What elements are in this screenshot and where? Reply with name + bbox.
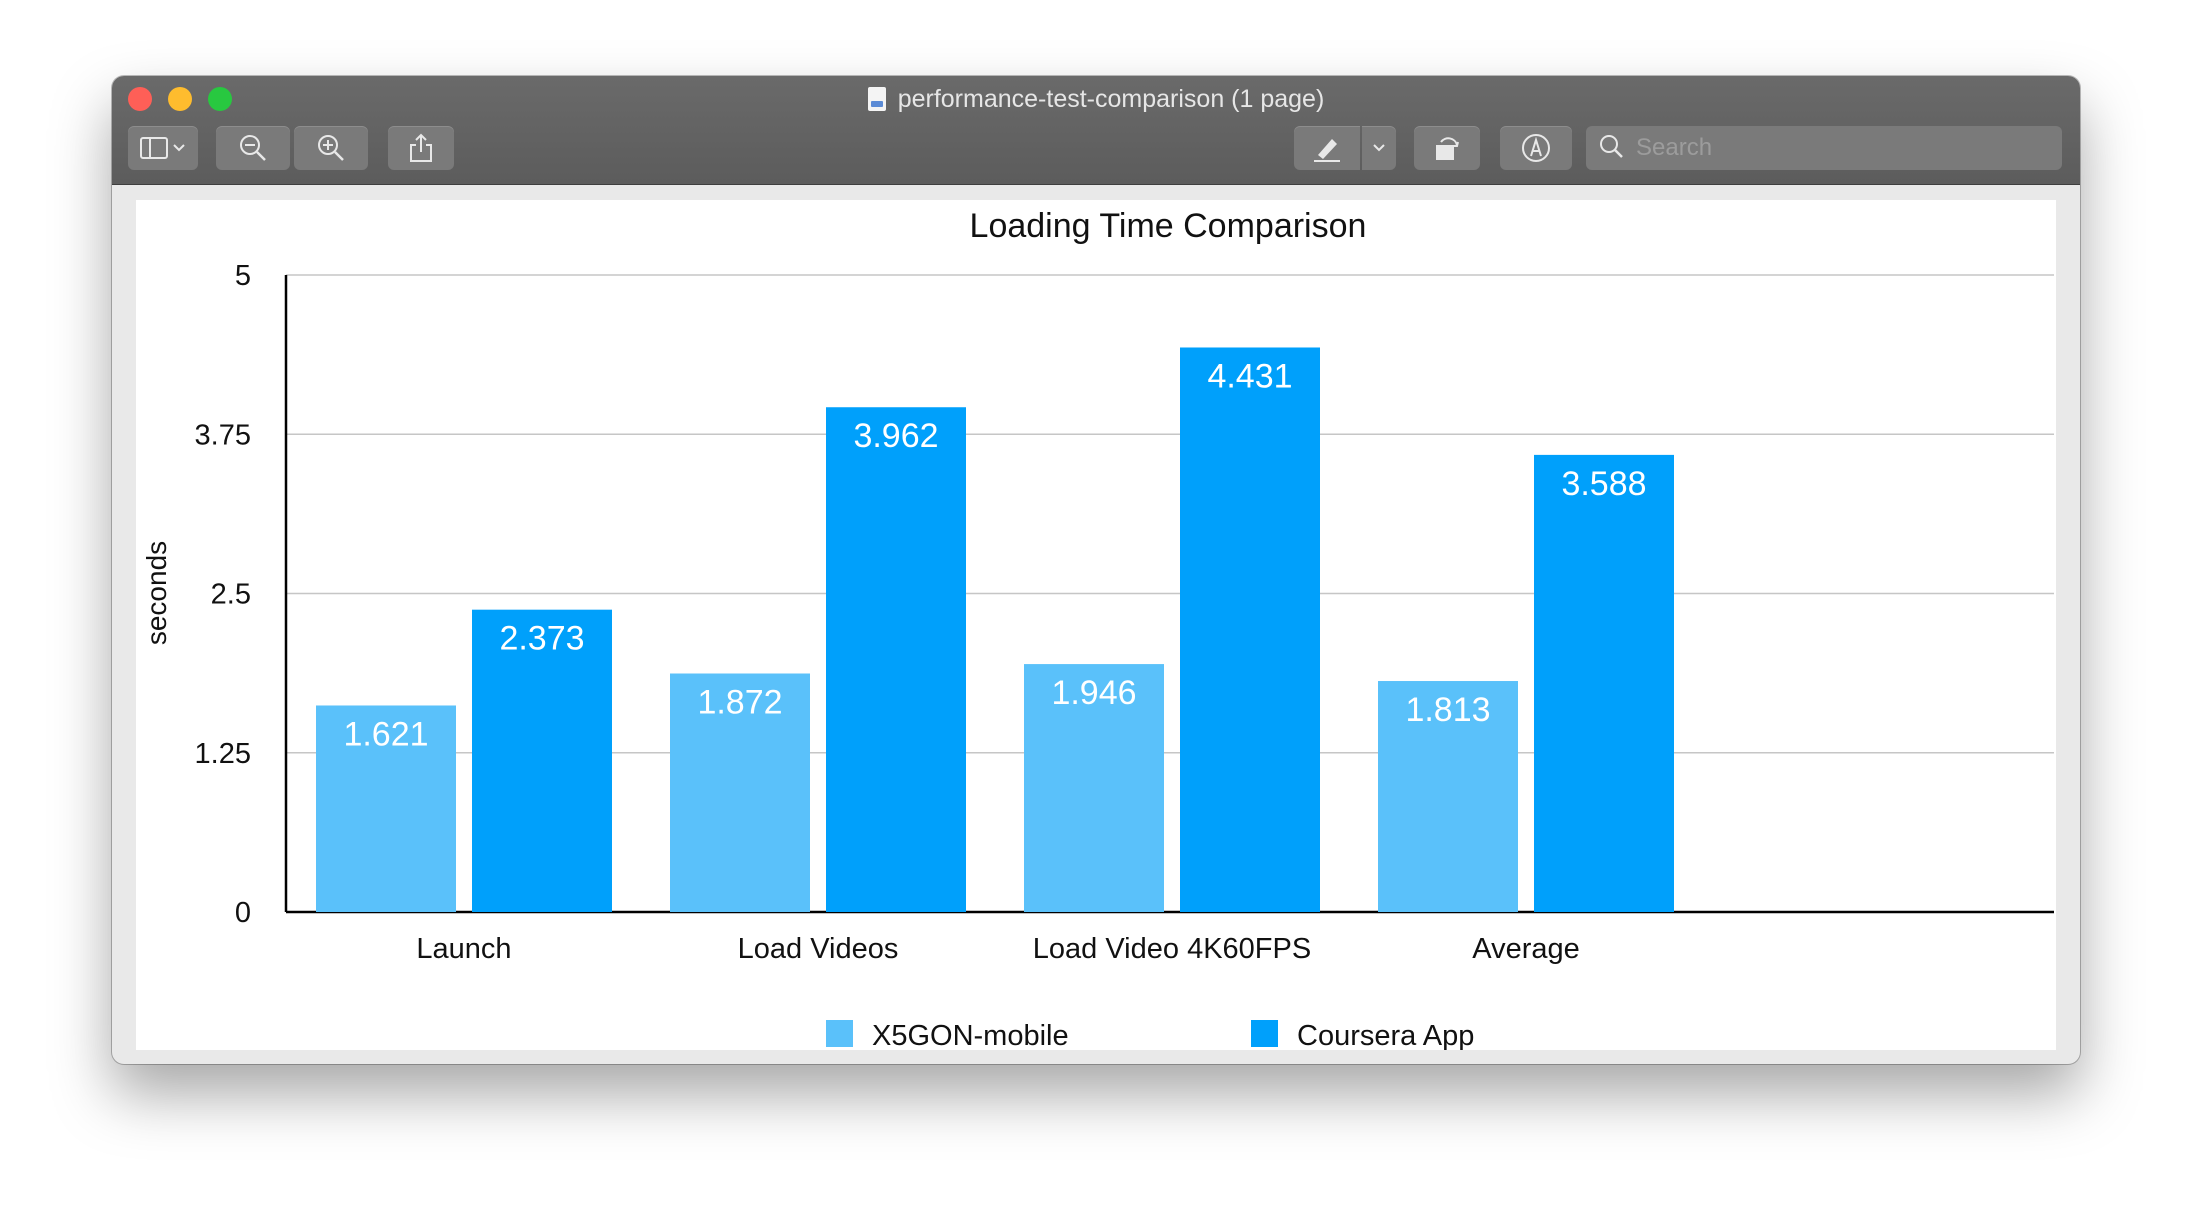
bar-2 bbox=[1534, 454, 1674, 912]
bar-2 bbox=[472, 609, 612, 912]
bar-1 bbox=[1024, 664, 1164, 912]
bar-chart: Loading Time Comparison 0 1.25 2.5 3.75 5 seco… bbox=[141, 207, 2054, 1050]
bar-2 bbox=[826, 407, 966, 912]
zoom-window-button[interactable] bbox=[208, 87, 232, 111]
bar-value-label: 4.431 bbox=[1207, 357, 1292, 395]
preview-window: performance-test-comparison (1 page) bbox=[112, 76, 2080, 1064]
search-field[interactable] bbox=[1586, 126, 2062, 170]
search-icon bbox=[1598, 133, 1624, 164]
bar-value-label: 3.588 bbox=[1561, 465, 1646, 503]
legend-swatch bbox=[826, 1020, 853, 1047]
share-button[interactable] bbox=[388, 126, 454, 170]
share-icon bbox=[407, 133, 435, 163]
y-tick-label: 1.25 bbox=[195, 738, 251, 770]
highlighter-icon bbox=[1310, 133, 1344, 163]
zoom-out-icon bbox=[238, 133, 268, 163]
bar-value-label: 1.946 bbox=[1051, 674, 1136, 712]
bar-value-label: 3.962 bbox=[853, 417, 938, 455]
bar-1 bbox=[670, 673, 810, 912]
legend-label: Coursera App bbox=[1297, 1020, 1474, 1050]
document-page: Loading Time Comparison 0 1.25 2.5 3.75 5 seco… bbox=[136, 200, 2056, 1050]
window-title: performance-test-comparison (1 page) bbox=[897, 85, 1325, 113]
category-label: Load Videos bbox=[738, 933, 899, 965]
titlebar: performance-test-comparison (1 page) bbox=[112, 76, 2080, 185]
y-tick-label: 0 bbox=[235, 897, 251, 929]
window-title-area: performance-test-comparison (1 page) bbox=[112, 82, 2080, 116]
highlight-options-button[interactable] bbox=[1362, 126, 1396, 170]
y-tick-label: 2.5 bbox=[211, 579, 251, 611]
y-axis-title: seconds bbox=[141, 541, 172, 645]
sidebar-icon bbox=[139, 135, 187, 161]
rotate-icon bbox=[1431, 133, 1463, 163]
legend-swatch bbox=[1251, 1020, 1278, 1047]
markup-button[interactable] bbox=[1500, 126, 1572, 170]
sidebar-button[interactable] bbox=[128, 126, 198, 170]
document-icon bbox=[867, 87, 886, 111]
category-label: Average bbox=[1472, 933, 1580, 965]
rotate-button[interactable] bbox=[1414, 126, 1480, 170]
bar-1 bbox=[316, 705, 456, 912]
bar-value-label: 1.621 bbox=[343, 715, 428, 753]
bar-1 bbox=[1378, 681, 1518, 912]
bar-value-label: 2.373 bbox=[499, 620, 584, 658]
y-tick-label: 5 bbox=[235, 260, 251, 292]
zoom-in-button[interactable] bbox=[294, 126, 368, 170]
bar-value-label: 1.813 bbox=[1405, 691, 1490, 729]
category-label: Launch bbox=[416, 933, 511, 965]
bar-value-label: 1.872 bbox=[697, 684, 782, 722]
chart-title: Loading Time Comparison bbox=[970, 207, 1367, 245]
minimize-window-button[interactable] bbox=[168, 87, 192, 111]
category-label: Load Video 4K60FPS bbox=[1033, 933, 1311, 965]
bar-2 bbox=[1180, 347, 1320, 912]
zoom-out-button[interactable] bbox=[216, 126, 290, 170]
chevron-down-icon bbox=[1371, 142, 1387, 154]
legend-label: X5GON-mobile bbox=[872, 1020, 1069, 1050]
zoom-in-icon bbox=[316, 133, 346, 163]
highlight-button[interactable] bbox=[1294, 126, 1360, 170]
close-window-button[interactable] bbox=[128, 87, 152, 111]
markup-icon bbox=[1520, 132, 1552, 164]
search-input[interactable] bbox=[1634, 133, 2038, 163]
y-tick-label: 3.75 bbox=[195, 419, 251, 451]
